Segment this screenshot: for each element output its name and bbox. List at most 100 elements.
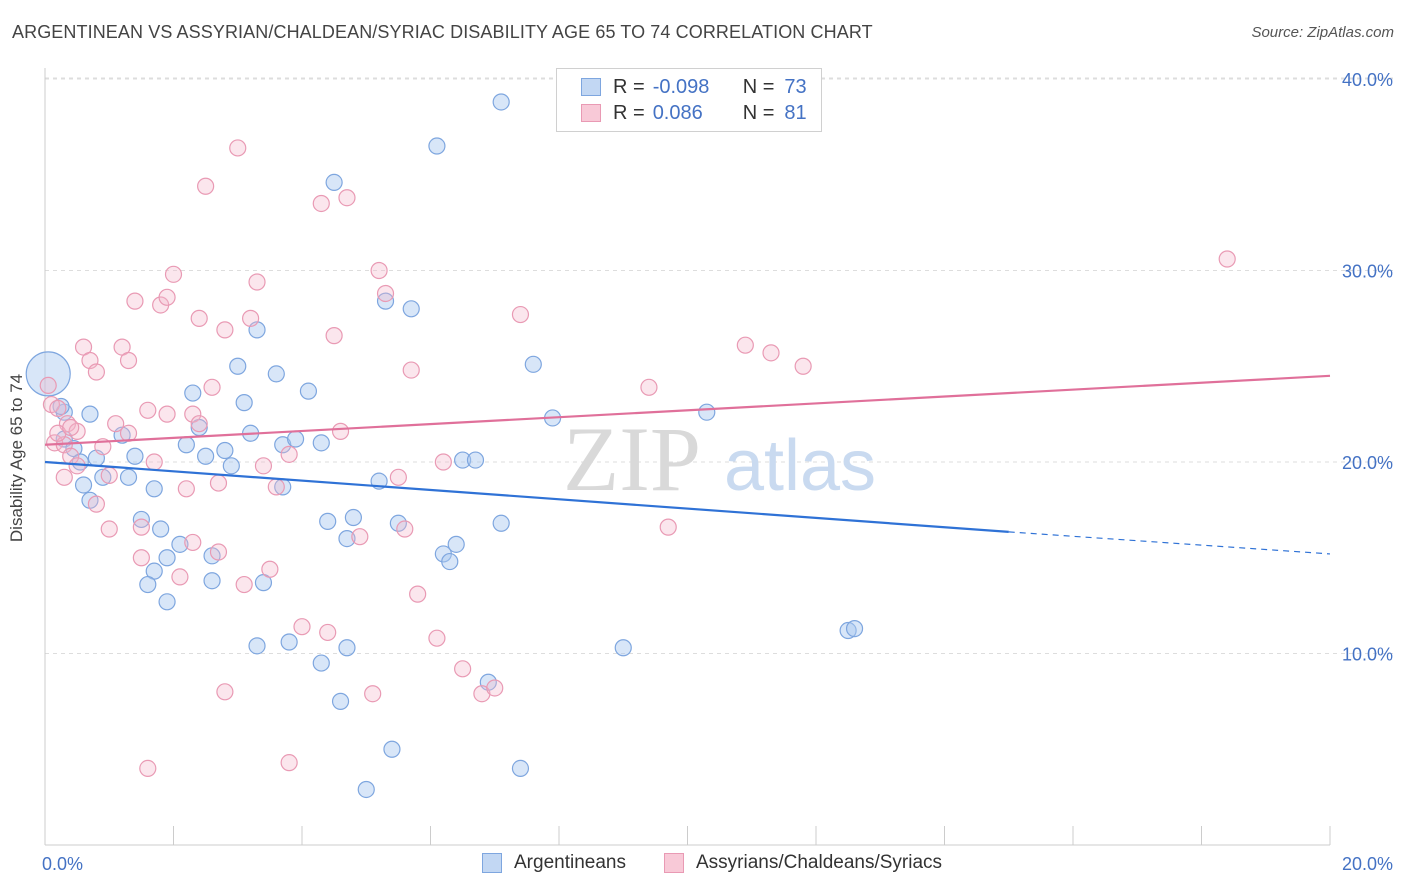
data-points xyxy=(25,93,1236,799)
argentinean-point xyxy=(441,552,459,571)
x-tick-label: 20.0% xyxy=(1342,854,1393,874)
argentinean-point xyxy=(197,447,215,465)
argentinean-point xyxy=(357,780,375,799)
assyrian-point xyxy=(145,453,163,471)
assyrian-point xyxy=(62,418,80,437)
assyrian-point xyxy=(511,305,530,324)
assyrian-point xyxy=(126,292,144,310)
assyrian-point xyxy=(280,754,298,772)
watermark: ZIP atlas xyxy=(563,408,876,510)
assyrian-point xyxy=(242,309,260,327)
argentinean-point xyxy=(119,468,138,486)
x-tick-label: 0.0% xyxy=(42,854,83,874)
assyrian-point xyxy=(100,466,118,485)
argentinean-point xyxy=(267,365,285,383)
assyrian-trend-line xyxy=(44,374,1331,446)
assyrian-point xyxy=(184,533,202,552)
argentinean-point xyxy=(325,173,343,192)
assyrian-point xyxy=(312,194,330,213)
assyrian-point xyxy=(428,629,446,647)
y-tick-label: 10.0% xyxy=(1342,645,1393,665)
argentinean-point xyxy=(466,451,485,469)
assyrian-point xyxy=(794,357,812,375)
argentinean-point xyxy=(222,457,240,475)
assyrian-point xyxy=(158,288,176,306)
legend-row-assyrians: R = 0.086 N = 81 xyxy=(581,100,807,126)
correlation-legend: R = -0.098 N = 73 R = 0.086 N = 81 xyxy=(556,68,822,132)
assyrian-point xyxy=(267,478,285,496)
y-tick-label: 40.0% xyxy=(1342,70,1393,90)
gridlines xyxy=(45,77,1395,654)
assyrian-point xyxy=(280,445,298,463)
argentinean-point xyxy=(454,451,472,469)
assyrian-point xyxy=(216,683,234,701)
assyrian-point xyxy=(325,327,343,345)
tick-labels: 10.0% 20.0% 30.0% 40.0% 0.0% 20.0% xyxy=(42,70,1393,874)
argentinean-point xyxy=(845,620,864,638)
argentinean-trend-line xyxy=(44,460,1009,533)
argentinean-point xyxy=(331,692,350,710)
argentinean-point xyxy=(25,351,71,397)
assyrian-point xyxy=(39,376,57,394)
argentinean-point xyxy=(492,93,510,111)
argentinean-point xyxy=(524,355,542,373)
assyrian-point xyxy=(184,405,202,423)
legend-swatch-blue xyxy=(482,853,502,873)
assyrian-point xyxy=(203,378,221,396)
assyrian-point xyxy=(261,560,279,578)
assyrian-point xyxy=(229,139,247,157)
assyrian-point xyxy=(248,273,266,291)
legend-item-assyrians: Assyrians/Chaldeans/Syriacs xyxy=(664,852,942,874)
axes xyxy=(44,68,1331,846)
argentinean-point xyxy=(338,529,356,548)
assyrian-point xyxy=(396,520,414,538)
legend-swatch-pink xyxy=(664,853,684,873)
argentinean-point xyxy=(447,535,465,553)
assyrian-point xyxy=(434,453,452,471)
assyrian-point xyxy=(49,399,67,417)
assyrian-point xyxy=(132,518,150,536)
assyrian-point xyxy=(100,520,118,538)
assyrian-point xyxy=(640,378,658,396)
argentinean-point xyxy=(839,621,857,640)
argentinean-point xyxy=(94,468,112,486)
y-tick-label: 30.0% xyxy=(1342,262,1393,282)
assyrian-point xyxy=(55,468,73,486)
argentinean-point xyxy=(158,549,176,567)
assyrian-point xyxy=(119,351,138,370)
argentinean-point xyxy=(152,520,170,538)
argentinean-point xyxy=(299,382,318,400)
assyrian-point xyxy=(119,424,138,442)
argentinean-point xyxy=(74,476,93,494)
legend-swatch-pink xyxy=(581,104,601,122)
argentinean-point xyxy=(216,441,234,460)
r-value: 0.086 xyxy=(652,101,703,124)
chart-title: ARGENTINEAN VS ASSYRIAN/CHALDEAN/SYRIAC … xyxy=(12,22,873,42)
assyrian-point xyxy=(351,528,369,546)
n-label: N = xyxy=(742,101,775,124)
assyrian-point xyxy=(87,495,106,513)
assyrian-point xyxy=(1218,250,1236,268)
argentinean-point xyxy=(511,759,530,778)
assyrian-point xyxy=(338,189,356,207)
assyrian-point xyxy=(402,361,420,379)
argentinean-point xyxy=(312,654,330,672)
watermark-zip: ZIP xyxy=(563,408,701,510)
assyrian-point xyxy=(139,759,157,778)
argentinean-point xyxy=(614,639,632,657)
r-label: R = xyxy=(613,101,645,124)
trend-lines xyxy=(44,374,1331,555)
argentinean-trend-extension xyxy=(1008,531,1331,555)
n-label: N = xyxy=(742,75,775,98)
assyrian-point xyxy=(364,685,382,703)
assyrian-point xyxy=(209,543,228,561)
assyrian-point xyxy=(139,401,157,419)
argentinean-point xyxy=(229,357,247,375)
argentinean-point xyxy=(81,405,99,423)
assyrian-point xyxy=(409,585,427,603)
argentinean-point xyxy=(158,593,176,611)
argentinean-point xyxy=(492,514,510,532)
assyrian-point xyxy=(190,415,208,433)
argentinean-point xyxy=(344,508,362,527)
